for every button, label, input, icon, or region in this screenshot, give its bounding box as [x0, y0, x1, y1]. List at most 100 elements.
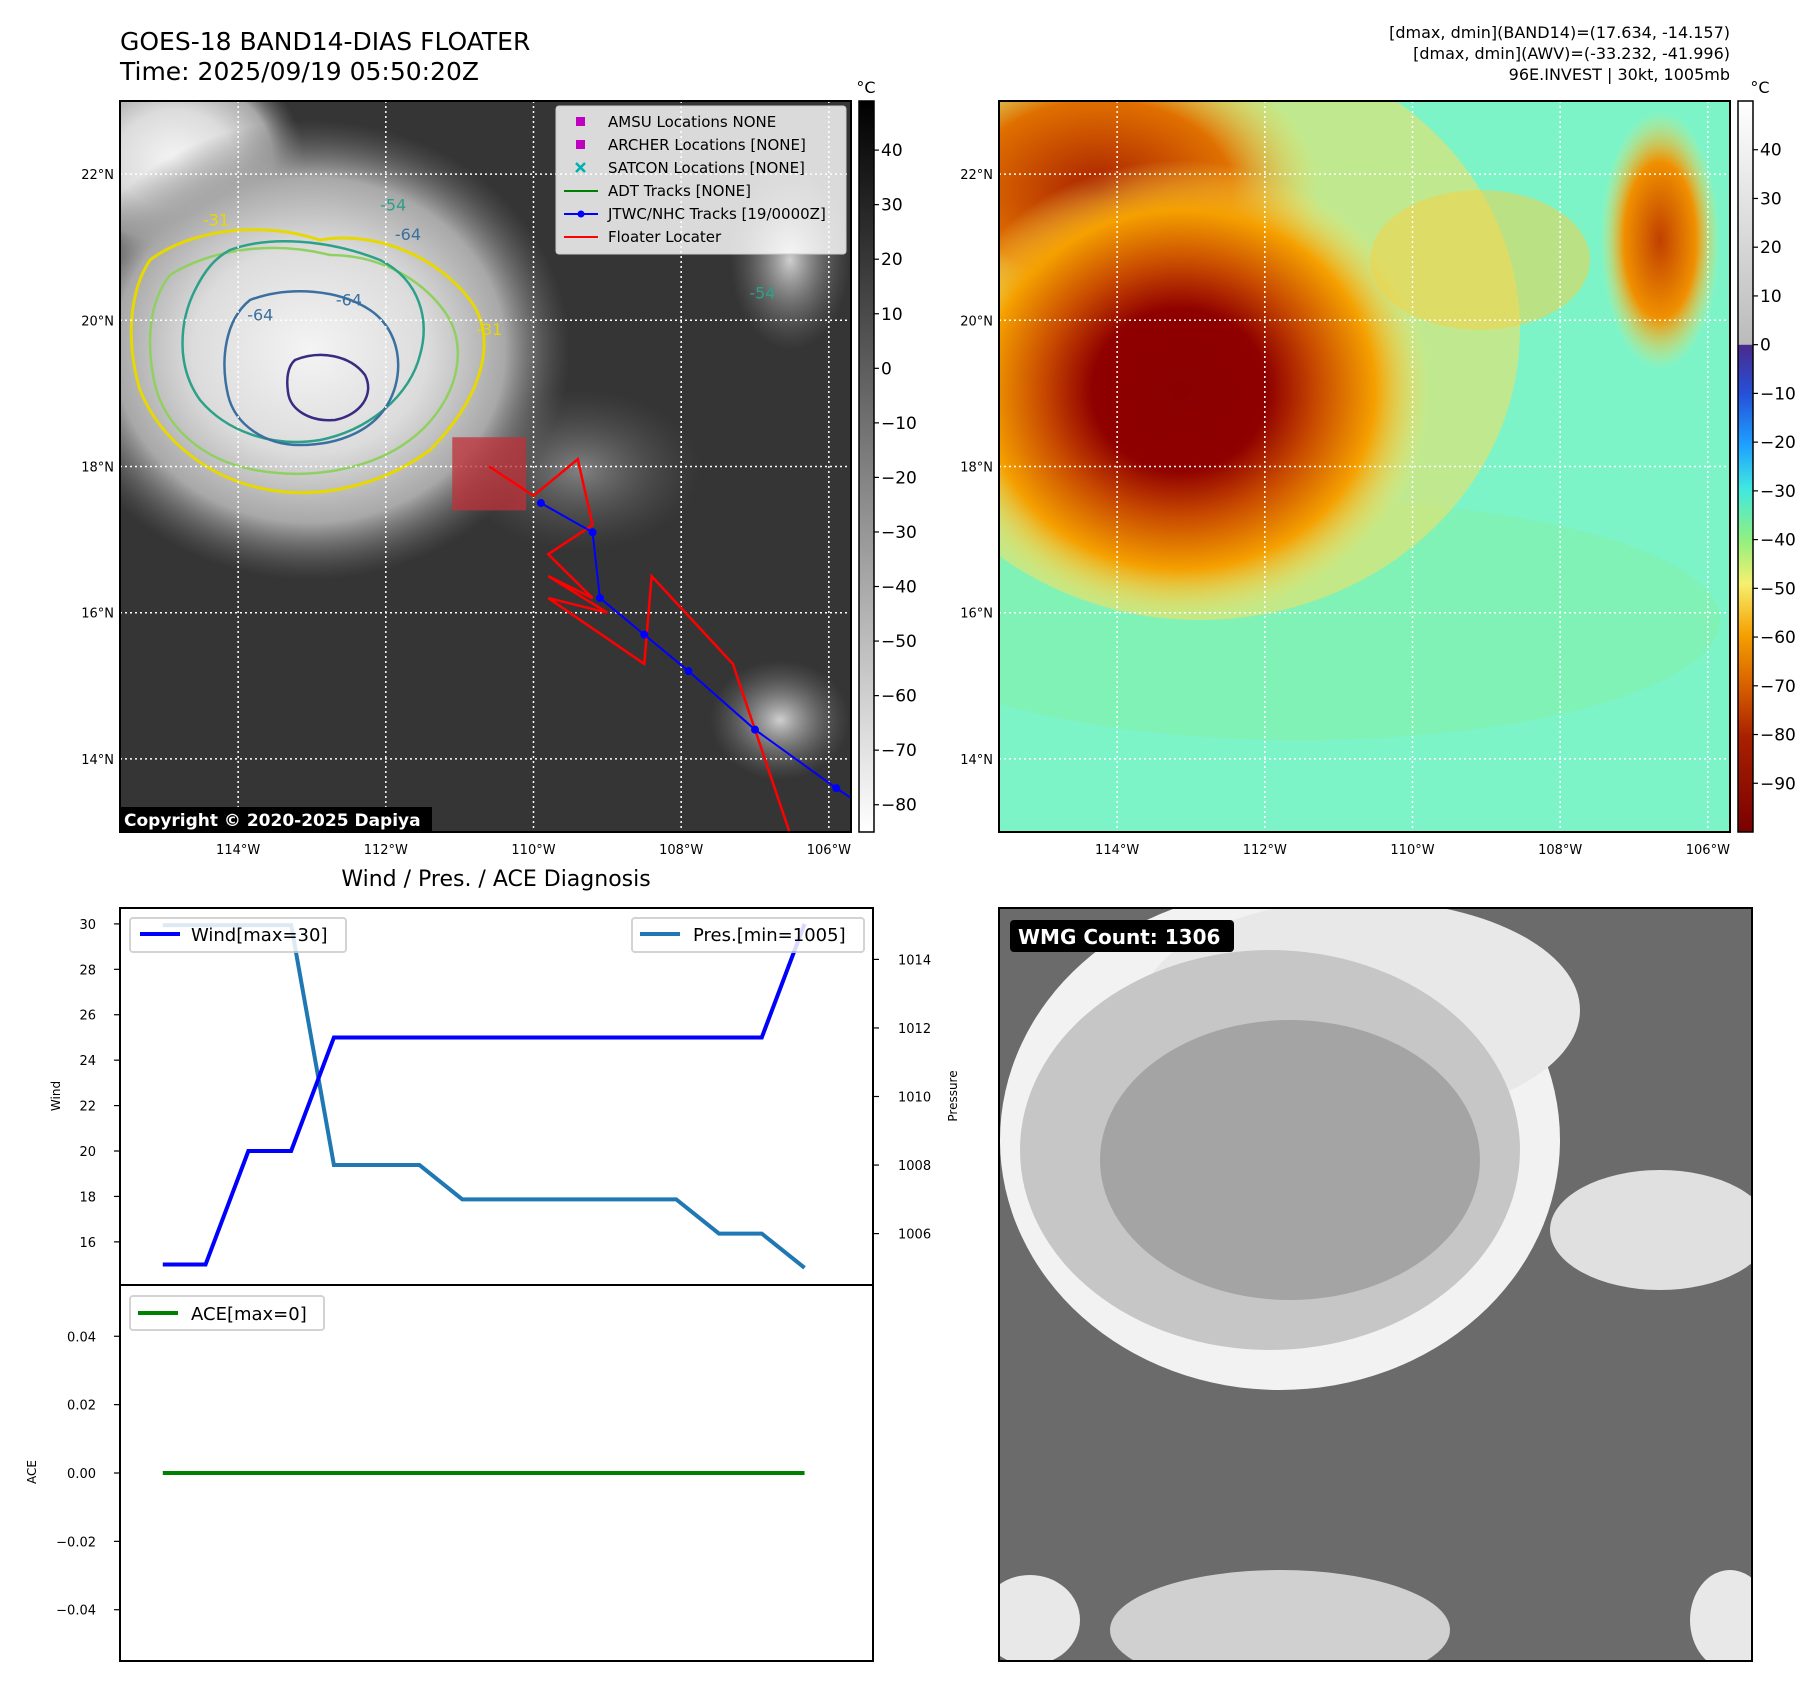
ir-lat-label: 16°N [81, 607, 114, 622]
legend-label: ADT Tracks [NONE] [608, 182, 751, 200]
legend-square-marker [576, 117, 585, 126]
ace-tick-label: 0.02 [67, 1399, 96, 1414]
wmg-cloud-southwest [999, 1575, 1080, 1661]
jtwc-track-point [640, 630, 649, 639]
ace-axis-ticks: 0.04 0.02 0.00 −0.02 −0.04 [56, 1330, 120, 1619]
ir-lon-label: 112°W [364, 843, 408, 858]
awv-colorbar-label: −50 [1760, 579, 1796, 599]
pressure-tick-label: 1014 [898, 953, 931, 968]
wind-tick-label: 20 [79, 1145, 96, 1160]
wmg-panel: WMG Count: 1306 [998, 907, 1753, 1662]
jtwc-track-point [588, 528, 597, 537]
awv-colorbar-label: −70 [1760, 677, 1796, 697]
pressure-legend-box [631, 917, 865, 953]
pressure-axis-label: Pressure [946, 1070, 960, 1121]
awv-colorbar-label: 0 [1760, 336, 1771, 356]
wind-legend: Wind[max=30] [129, 917, 347, 953]
legend-label: JTWC/NHC Tracks [19/0000Z] [607, 205, 826, 223]
jtwc-track-points [536, 499, 841, 793]
wmg-count-badge [1010, 920, 1234, 952]
awv-lat-labels: 22°N 20°N 18°N 16°N 14°N [960, 168, 993, 768]
pressure-tick-label: 1008 [898, 1159, 931, 1174]
figure-title: GOES-18 BAND14-DIAS FLOATER [120, 27, 530, 56]
awv-colorbar-label: 20 [1760, 238, 1782, 258]
awv-colorbar-label: −20 [1760, 433, 1796, 453]
ace-legend: ACE[max=0] [129, 1295, 325, 1331]
ir-contour-minus73 [286, 353, 370, 422]
ir-lat-label: 14°N [81, 753, 114, 768]
ace-legend-box [129, 1295, 325, 1331]
ir-contour-label: -64 [247, 305, 273, 324]
jtwc-track [540, 502, 851, 800]
ir-colorbar-label: 40 [881, 141, 903, 161]
jtwc-track-point [595, 594, 604, 603]
legend-label: Floater Locater [608, 228, 722, 246]
ir-colorbar-label: −70 [881, 741, 917, 761]
ir-colorbar-label: −50 [881, 632, 917, 652]
wind-tick-label: 30 [79, 918, 96, 933]
ir-map-panel: -31 -54 -64 -64 -64 -31 -54 22°N 20°N 18°N 16°N 14… [81, 100, 852, 858]
awv-colorbar: °C 40 30 20 10 0 −10 −20 −30 −40 −50 −60 −70 −80 −90 [1737, 78, 1796, 833]
diagnosis-panel: Wind / Pres. / ACE Diagnosis 16 18 20 22 24 2… [25, 867, 960, 1662]
jtwc-track-point [536, 499, 545, 508]
ir-lat-label: 22°N [81, 168, 114, 183]
awv-colorbar-label: −10 [1760, 384, 1796, 404]
ir-lat-labels: 22°N 20°N 18°N 16°N 14°N [81, 168, 114, 768]
ir-colorbar-label: −60 [881, 687, 917, 707]
ir-colorbar-label: −10 [881, 414, 917, 434]
ir-colorbar-label: 0 [881, 359, 892, 379]
ace-axis-label: ACE [25, 1460, 39, 1484]
awv-lat-label: 20°N [960, 314, 993, 329]
ir-contour-minus64 [223, 290, 400, 447]
awv-lon-label: 112°W [1243, 843, 1287, 858]
ir-contour-labels: -31 -54 -64 -64 -64 -31 -54 [203, 196, 776, 339]
ace-tick-label: −0.02 [56, 1535, 96, 1550]
pressure-tick-label: 1006 [898, 1228, 931, 1243]
figure-time: Time: 2025/09/19 05:50:20Z [119, 57, 479, 86]
stats-storm: 96E.INVEST | 30kt, 1005mb [1509, 65, 1730, 84]
awv-lat-label: 18°N [960, 461, 993, 476]
awv-colorbar-label: −60 [1760, 628, 1796, 648]
awv-lat-label: 14°N [960, 753, 993, 768]
wind-tick-label: 22 [79, 1100, 96, 1115]
awv-gridlines [999, 101, 1730, 832]
awv-colorbar-label: 30 [1760, 189, 1782, 209]
ir-contour-label: -54 [380, 196, 406, 215]
legend-label: AMSU Locations NONE [608, 113, 776, 131]
jtwc-track-point [751, 725, 760, 734]
wind-series-line [162, 923, 807, 1267]
ir-legend: AMSU Locations NONE ARCHER Locations [NON… [555, 105, 847, 255]
ir-colorbar-label: −80 [881, 796, 917, 816]
ir-lon-label: 114°W [216, 843, 260, 858]
ir-contour-minus31 [129, 228, 486, 495]
wind-axis-ticks: 16 18 20 22 24 26 28 30 [79, 918, 120, 1251]
ir-lon-labels: 114°W 112°W 110°W 108°W 106°W [216, 843, 851, 858]
floater-box [452, 437, 527, 511]
ir-colorbar-label: 10 [881, 305, 903, 325]
wmg-cloud-east [1550, 1170, 1752, 1290]
wind-axis-label: Wind [49, 1081, 63, 1111]
ir-colorbar-label: 30 [881, 196, 903, 216]
ir-lon-label: 108°W [659, 843, 703, 858]
awv-colorbar-bar [1737, 100, 1754, 833]
ace-tick-label: −0.04 [56, 1604, 96, 1619]
jtwc-track-point [684, 667, 693, 676]
copyright-text: Copyright © 2020-2025 Dapiya [124, 811, 421, 831]
awv-lon-label: 108°W [1538, 843, 1582, 858]
ir-legend-box [555, 105, 847, 255]
ir-lon-label: 110°W [511, 843, 555, 858]
copyright-badge [120, 807, 432, 832]
ir-map-frame [119, 100, 852, 833]
pressure-legend-label: Pres.[min=1005] [693, 925, 846, 946]
awv-colorbar-label: 10 [1760, 287, 1782, 307]
ir-colorbar-label: −40 [881, 578, 917, 598]
legend-label: ARCHER Locations [NONE] [608, 136, 806, 154]
awv-colorbar-unit: °C [1750, 78, 1769, 97]
wmg-count-label: WMG Count: 1306 [1018, 925, 1220, 949]
wind-tick-label: 26 [79, 1009, 96, 1024]
ir-contour-label: -64 [336, 291, 362, 310]
awv-dry-patch [1370, 190, 1590, 330]
floater-track [488, 456, 791, 832]
awv-lon-labels: 114°W 112°W 110°W 108°W 106°W [1095, 843, 1730, 858]
